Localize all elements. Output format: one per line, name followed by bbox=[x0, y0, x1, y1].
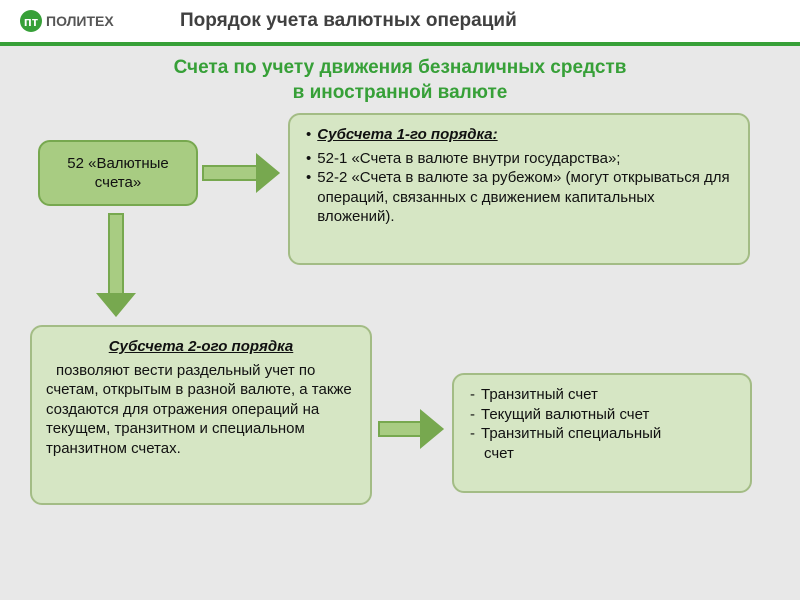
arrow-right-icon bbox=[378, 411, 444, 447]
acct-item-2: Транзитный специальный bbox=[481, 424, 661, 444]
box-subaccounts-1: Субсчета 1-го порядка: 52-1 «Счета в вал… bbox=[288, 113, 750, 265]
diagram-canvas: 52 «Валютные счета» Субсчета 1-го порядк… bbox=[0, 105, 800, 600]
arrow-down-icon bbox=[98, 213, 134, 317]
logo-text: ПОЛИТЕХ bbox=[46, 13, 114, 29]
box-account-types: Транзитный счет Текущий валютный счет Тр… bbox=[452, 373, 752, 493]
sub1-title: Субсчета 1-го порядка: bbox=[317, 125, 497, 145]
sub2-body: позволяют вести раздельный учет по счета… bbox=[46, 361, 356, 459]
acct-tail: счет bbox=[484, 445, 514, 462]
arrow-right-icon bbox=[202, 155, 280, 191]
sub1-item-1: 52-2 «Счета в валюте за рубежом» (могут … bbox=[317, 168, 734, 227]
title-accent-bar bbox=[0, 42, 800, 46]
sub1-item-0: 52-1 «Счета в валюте внутри государства»… bbox=[317, 149, 620, 169]
sub2-title: Субсчета 2-ого порядка bbox=[46, 337, 356, 357]
logo: пт ПОЛИТЕХ bbox=[20, 10, 114, 32]
subtitle: Счета по учету движения безналичных сред… bbox=[0, 56, 800, 105]
header: пт ПОЛИТЕХ Порядок учета валютных операц… bbox=[0, 0, 800, 42]
subtitle-line1: Счета по учету движения безналичных сред… bbox=[174, 57, 627, 78]
acct-item-1: Текущий валютный счет bbox=[481, 405, 649, 425]
box-currency-accounts-label: 52 «Валютные счета» bbox=[54, 154, 182, 193]
box-subaccounts-2: Субсчета 2-ого порядка позволяют вести р… bbox=[30, 325, 372, 505]
logo-mark-icon: пт bbox=[20, 10, 42, 32]
box-currency-accounts: 52 «Валютные счета» bbox=[38, 140, 198, 206]
subtitle-line2: в иностранной валюте bbox=[293, 82, 508, 103]
slide-title: Порядок учета валютных операций bbox=[180, 0, 800, 42]
acct-item-0: Транзитный счет bbox=[481, 385, 598, 405]
